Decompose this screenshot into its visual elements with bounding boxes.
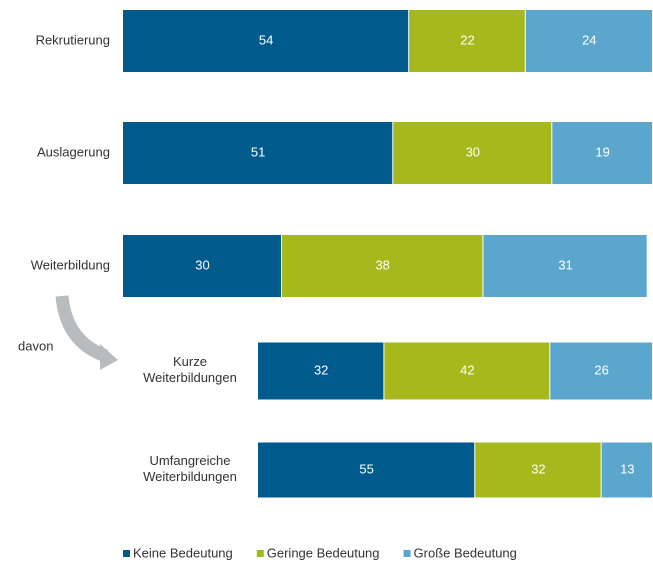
value-label: 51: [251, 144, 265, 159]
bar-segment: [393, 122, 552, 184]
category-label: Kurze Weiterbildungen: [143, 354, 237, 385]
legend-marker: [403, 550, 411, 557]
value-label: 32: [314, 362, 328, 377]
bar-segment: [525, 10, 652, 72]
bar-segment: [282, 235, 483, 297]
arrow-head: [100, 344, 118, 370]
value-label: 22: [460, 32, 474, 47]
category-label: Rekrutierung: [36, 32, 110, 47]
bar-segment: [483, 235, 647, 297]
value-label: 55: [359, 461, 373, 476]
value-label: 30: [195, 257, 209, 272]
bar-segment: [552, 122, 652, 184]
legend-label: Keine Bedeutung: [133, 545, 233, 560]
value-label: 32: [531, 461, 545, 476]
arrow: [55, 295, 109, 363]
value-label: 42: [460, 362, 474, 377]
bar-segment: [123, 235, 281, 297]
legend-marker: [256, 550, 264, 557]
bar-segment: [475, 442, 601, 498]
legend-marker: [123, 550, 130, 557]
category-label: Auslagerung: [37, 144, 110, 159]
value-label: 26: [594, 362, 608, 377]
bar-segment: [258, 442, 475, 498]
value-label: 54: [259, 32, 273, 47]
bar-segment: [384, 342, 550, 400]
legend-label: Geringe Bedeutung: [267, 545, 380, 560]
bar-segment: [123, 10, 409, 72]
bar-segment: [550, 342, 652, 400]
legend-label: Große Bedeutung: [414, 545, 517, 560]
bar-segment: [409, 10, 525, 72]
value-label: 30: [466, 144, 480, 159]
bar-segment: [601, 442, 652, 498]
bar-segment: [123, 122, 393, 184]
value-label: 38: [375, 257, 389, 272]
bar-segment: [258, 342, 384, 400]
annotation: davon: [18, 338, 53, 353]
category-label: Weiterbildung: [31, 257, 110, 272]
value-label: 31: [558, 257, 572, 272]
value-label: 24: [582, 32, 596, 47]
value-label: 13: [620, 461, 634, 476]
value-label: 19: [595, 144, 609, 159]
category-label: Umfangreiche Weiterbildungen: [143, 453, 237, 484]
